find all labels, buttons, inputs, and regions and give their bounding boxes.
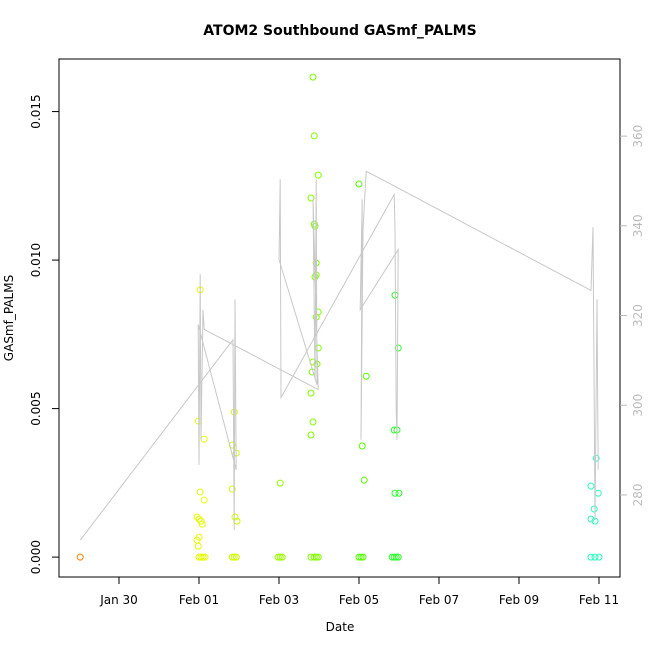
point [359, 553, 367, 561]
point [310, 553, 318, 561]
point [200, 496, 208, 504]
point [314, 171, 322, 179]
point [307, 553, 315, 561]
y-tick-label: 0.000 [29, 540, 43, 574]
point [228, 553, 236, 561]
point [314, 344, 322, 352]
point [193, 513, 201, 521]
point [278, 553, 286, 561]
point [309, 73, 317, 81]
point [307, 431, 315, 439]
chart-title: ATOM2 Southbound GASmf_PALMS [203, 23, 476, 39]
point [355, 180, 363, 188]
point [276, 553, 284, 561]
y-tick-label: 0.005 [29, 391, 43, 425]
point [228, 485, 236, 493]
x-tick-label: Feb 01 [179, 593, 219, 607]
point [391, 489, 399, 497]
point [307, 389, 315, 397]
point [201, 553, 209, 561]
point [274, 553, 282, 561]
point [395, 489, 403, 497]
point [311, 222, 319, 230]
point [231, 513, 239, 521]
x-tick-label: Feb 09 [499, 593, 539, 607]
point [357, 553, 365, 561]
y2-tick-label: 320 [631, 304, 645, 327]
x-axis-title: Date [326, 620, 355, 634]
point [314, 553, 322, 561]
point [595, 553, 603, 561]
point [199, 553, 207, 561]
x-tick-label: Jan 30 [99, 593, 138, 607]
point [587, 482, 595, 490]
point [590, 505, 598, 513]
point [358, 442, 366, 450]
point [195, 515, 203, 523]
point [394, 344, 402, 352]
y2-tick-label: 300 [631, 394, 645, 417]
line [79, 170, 599, 541]
x-tick-label: Feb 05 [339, 593, 379, 607]
y2-tick-label: 340 [631, 214, 645, 237]
point [312, 553, 320, 561]
y2-tick-label: 280 [631, 483, 645, 506]
point [310, 132, 318, 140]
point [232, 553, 240, 561]
point [392, 553, 400, 561]
point [309, 418, 317, 426]
x-tick-label: Feb 07 [419, 593, 459, 607]
point [362, 372, 370, 380]
y-tick-label: 0.010 [29, 243, 43, 277]
point [594, 489, 602, 497]
point [198, 520, 206, 528]
point [355, 553, 363, 561]
point [230, 553, 238, 561]
point [194, 417, 202, 425]
point [197, 553, 205, 561]
y-tick-label: 0.015 [29, 94, 43, 128]
point [76, 553, 84, 561]
point [276, 479, 284, 487]
y2-tick-label: 360 [631, 125, 645, 148]
y-axis-title: GASmf_PALMS [2, 275, 16, 361]
point [307, 194, 315, 202]
point [196, 488, 204, 496]
point [394, 553, 402, 561]
point [228, 441, 236, 449]
point [360, 476, 368, 484]
point [587, 515, 595, 523]
point [200, 435, 208, 443]
point [587, 553, 595, 561]
plot-frame [58, 58, 621, 578]
point [591, 553, 599, 561]
x-tick-label: Feb 11 [579, 593, 619, 607]
x-tick-label: Feb 03 [259, 593, 299, 607]
point [592, 454, 600, 462]
point [194, 542, 202, 550]
point [390, 553, 398, 561]
